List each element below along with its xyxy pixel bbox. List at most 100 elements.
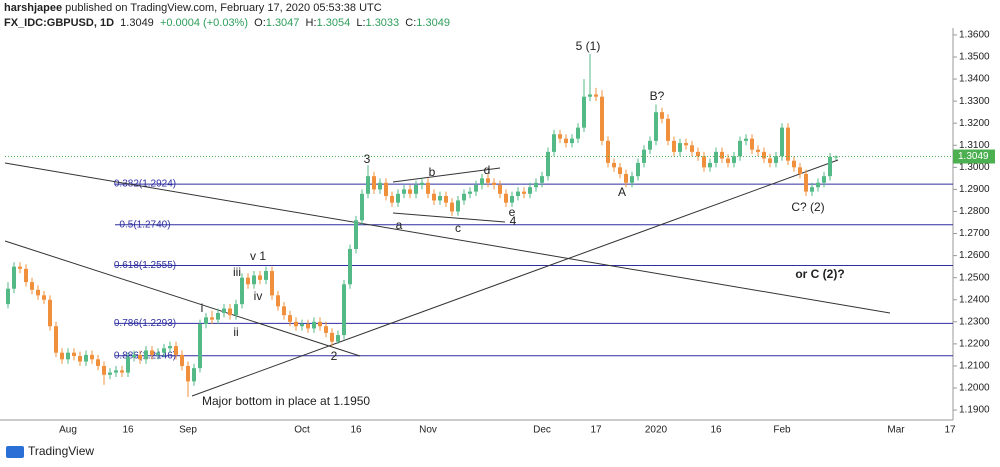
candle-body	[372, 176, 376, 190]
candle-body	[318, 321, 322, 327]
candle-body	[558, 134, 562, 139]
trendline	[191, 159, 839, 397]
y-tick-label: 1.3000	[959, 162, 990, 173]
candle-body	[138, 354, 142, 360]
annotation: a	[396, 218, 403, 232]
candle-body	[660, 112, 664, 119]
annotation: 5 (1)	[576, 39, 601, 53]
annotation: 4	[510, 214, 517, 228]
candle-body	[144, 350, 148, 360]
annotation: Major bottom in place at 1.1950	[202, 394, 370, 408]
x-tick-label: Feb	[773, 425, 791, 436]
candle-body	[828, 156, 832, 177]
y-tick-label: 1.3300	[959, 96, 990, 107]
y-tick-label: 1.3200	[959, 118, 990, 129]
candle-body	[738, 140, 742, 157]
y-tick-label: 1.2300	[959, 316, 990, 327]
candle-body	[396, 193, 400, 203]
candle-body	[612, 162, 616, 168]
x-tick-label: Aug	[59, 425, 77, 436]
fib-label: 0.382(1.2924)	[114, 179, 176, 190]
symbol-line: FX_IDC:GBPUSD, 1D 1.3049 +0.0004 (+0.03%…	[4, 17, 450, 29]
candle-body	[6, 288, 10, 305]
candle-body	[624, 173, 628, 183]
y-tick-label: 1.2500	[959, 272, 990, 283]
trendlines	[4, 159, 891, 397]
candle-body	[462, 193, 466, 201]
candle-body	[468, 191, 472, 194]
candle-body	[618, 167, 622, 174]
annotation: C? (2)	[791, 200, 824, 214]
candle-body	[132, 354, 136, 358]
candle-body	[264, 271, 268, 280]
candle-body	[564, 138, 568, 144]
candle-body	[504, 193, 508, 203]
candle-body	[180, 354, 184, 366]
candle-body	[606, 140, 610, 163]
y-tick-label: 1.3600	[959, 30, 990, 41]
annotation: d	[484, 163, 491, 177]
x-tick-label: 2020	[645, 425, 668, 436]
candle-body	[714, 151, 718, 163]
candle-body	[636, 162, 640, 177]
x-tick-label: Sep	[179, 425, 197, 436]
annotation: iv	[254, 289, 263, 303]
candle-body	[156, 352, 160, 355]
open-label: O:	[254, 17, 266, 29]
close-label: C:	[405, 17, 417, 29]
candle-body	[630, 176, 634, 183]
candle-body	[90, 354, 94, 360]
candle-body	[648, 140, 652, 150]
y-tick-label: 1.2800	[959, 206, 990, 217]
candle-body	[678, 143, 682, 152]
candle-body	[120, 370, 124, 373]
candle-body	[174, 346, 178, 355]
candle-body	[684, 143, 688, 146]
candle-body	[342, 284, 346, 336]
candle-body	[198, 324, 202, 369]
y-tick-label: 1.2600	[959, 250, 990, 261]
candle-body	[270, 271, 274, 296]
annotation: i	[201, 301, 204, 315]
candle-body	[390, 196, 394, 203]
last-price-label: 1.3049	[958, 151, 989, 162]
candle-body	[444, 196, 448, 203]
candle-body	[426, 182, 430, 194]
fib-label: 0.5(1.2740)	[119, 219, 170, 230]
candle-body	[54, 326, 58, 353]
candle-body	[792, 160, 796, 168]
high: 1.3054	[316, 17, 351, 29]
candle-body	[450, 202, 454, 212]
candle-body	[330, 332, 334, 342]
brand: TradingView	[28, 444, 94, 458]
candle-body	[756, 149, 760, 152]
last: 1.3049	[120, 17, 154, 29]
candle-body	[294, 321, 298, 327]
x-tick-label: Nov	[419, 425, 437, 436]
candle-body	[402, 189, 406, 194]
y-tick-label: 1.3100	[959, 140, 990, 151]
candle-body	[594, 94, 598, 97]
annotation: 3	[364, 152, 371, 166]
candle-body	[186, 365, 190, 382]
candle-body	[438, 196, 442, 201]
candle-body	[420, 182, 424, 185]
brand-logo	[6, 446, 24, 458]
annotation: iii	[233, 265, 241, 279]
candle-body	[48, 299, 52, 327]
annotation: b	[429, 165, 436, 179]
candle-body	[210, 317, 214, 320]
candle-body	[162, 348, 166, 353]
candles	[6, 53, 838, 398]
change: +0.0004 (+0.03%)	[159, 17, 249, 29]
candle-body	[768, 158, 772, 163]
candle-body	[222, 308, 226, 313]
candle-body	[288, 315, 292, 322]
candle-body	[762, 151, 766, 159]
candle-body	[474, 184, 478, 192]
candle-body	[30, 282, 34, 290]
candle-body	[528, 187, 532, 194]
candle-body	[306, 324, 310, 329]
candle-body	[378, 182, 382, 190]
candle-body	[750, 138, 754, 150]
